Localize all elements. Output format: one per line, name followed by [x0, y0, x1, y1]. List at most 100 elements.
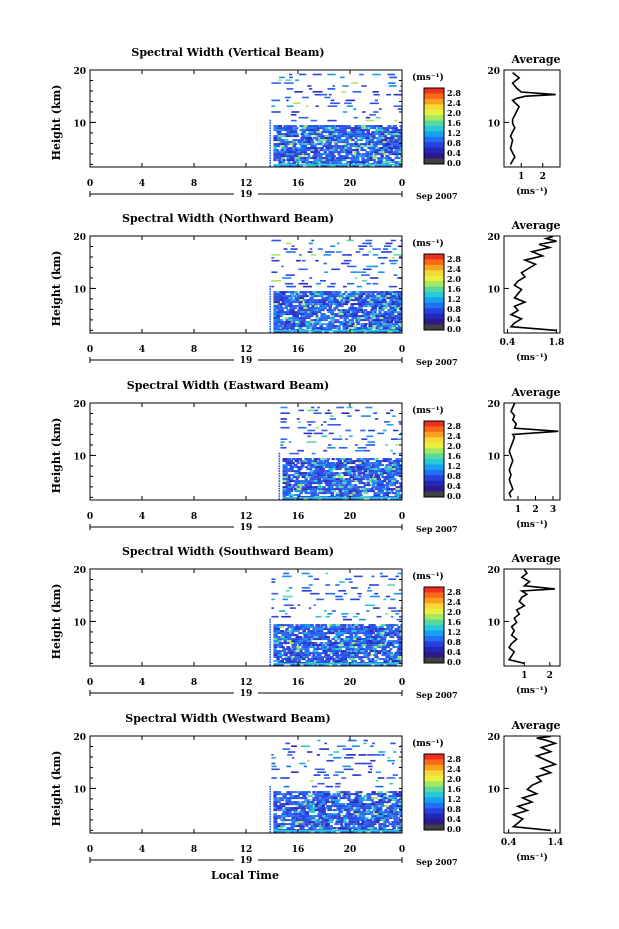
y-axis-label: Height (km)	[50, 251, 63, 327]
colorbar-swatch	[424, 308, 444, 315]
x-tick-label: 20	[344, 345, 357, 355]
x-tick-label: 20	[344, 678, 357, 688]
profile-y-tick: 10	[487, 618, 500, 628]
x-tick-label: 0	[87, 345, 93, 355]
x-tick-label: 0	[399, 345, 405, 355]
colorbar-tick-label: 0.8	[447, 138, 461, 148]
colorbar-swatch	[424, 592, 444, 599]
profile-y-tick: 10	[487, 285, 500, 295]
x-tick-label: 8	[191, 179, 197, 189]
colorbar-tick-label: 0.8	[447, 637, 461, 647]
colorbar-swatch	[424, 302, 444, 309]
colorbar-swatch	[424, 781, 444, 787]
colorbar-tick-label: 0.0	[447, 491, 461, 501]
y-tick-label: 20	[73, 400, 86, 410]
profile-title: Average	[510, 552, 560, 565]
profile-x-tick: 3	[550, 505, 556, 515]
colorbar-swatch	[424, 469, 444, 476]
colorbar-unit: (ms⁻¹)	[412, 405, 444, 416]
colorbar-tick-label: 2.0	[447, 274, 461, 284]
colorbar-tick-label: 0.4	[447, 314, 461, 324]
panel-title: Spectral Width (Northward Beam)	[122, 212, 334, 225]
colorbar-swatch	[424, 431, 444, 438]
colorbar-tick-label: 0.0	[447, 657, 461, 667]
colorbar-swatch	[424, 115, 444, 121]
profile-x-tick: 1.8	[549, 338, 565, 348]
y-tick-label: 10	[73, 785, 86, 795]
colorbar-swatch	[424, 635, 444, 642]
colorbar-swatch	[424, 819, 444, 825]
x-tick-label: 0	[399, 512, 405, 522]
colorbar-swatch	[424, 797, 444, 804]
colorbar-frame	[423, 253, 445, 331]
profile-y-tick: 10	[487, 119, 500, 129]
colorbar-swatch	[424, 641, 444, 648]
colorbar-swatch	[424, 292, 444, 298]
y-tick-label: 20	[73, 67, 86, 77]
colorbar-tick-label: 2.4	[447, 264, 461, 274]
colorbar-unit: (ms⁻¹)	[412, 738, 444, 749]
colorbar-swatch	[424, 786, 444, 793]
colorbar-unit: (ms⁻¹)	[412, 571, 444, 582]
panel-title: Spectral Width (Eastward Beam)	[127, 379, 329, 392]
x-tick-label: 4	[139, 678, 145, 688]
x-tick-label: 4	[139, 845, 145, 855]
profile-y-tick: 20	[487, 400, 500, 410]
day-label: 19	[240, 856, 253, 866]
colorbar-tick-label: 0.8	[447, 804, 461, 814]
colorbar-swatch	[424, 421, 444, 427]
profile-line	[508, 403, 559, 498]
colorbar-swatch	[424, 142, 444, 149]
profile-x-tick: 1.4	[547, 838, 563, 848]
x-tick-label: 8	[191, 345, 197, 355]
y-axis-label: Height (km)	[50, 418, 63, 494]
colorbar-swatch	[424, 270, 444, 277]
panel-title: Spectral Width (Vertical Beam)	[131, 46, 324, 59]
panel-1: Spectral Width (Vertical Beam) Height (km…	[50, 46, 561, 201]
colorbar-tick-label: 2.8	[447, 254, 461, 264]
colorbar-tick-label: 1.6	[447, 118, 461, 128]
x-tick-label: 0	[87, 512, 93, 522]
profile-title: Average	[510, 719, 560, 732]
profile-y-tick: 20	[487, 566, 500, 576]
colorbar-swatch	[424, 104, 444, 111]
colorbar-swatch	[424, 264, 444, 271]
x-tick-label: 20	[344, 512, 357, 522]
day-label: 19	[240, 523, 253, 533]
colorbar-swatch	[424, 608, 444, 615]
colorbar-tick-label: 2.8	[447, 754, 461, 764]
colorbar-swatch	[424, 442, 444, 449]
x-tick-label: 16	[292, 345, 305, 355]
colorbar-tick-label: 0.8	[447, 471, 461, 481]
colorbar-swatch	[424, 486, 444, 492]
profile-xlabel: (ms⁻¹)	[516, 519, 548, 530]
colorbar-swatch	[424, 652, 444, 658]
profile-y-tick: 20	[487, 733, 500, 743]
y-tick-label: 20	[73, 733, 86, 743]
colorbar-tick-label: 1.6	[447, 784, 461, 794]
colorbar-swatch	[424, 437, 444, 444]
profile-frame	[503, 568, 561, 667]
profile-y-tick: 10	[487, 785, 500, 795]
profile-x-tick: 2	[547, 671, 553, 681]
colorbar-swatch	[424, 464, 444, 471]
date-label: Sep 2007	[416, 524, 458, 534]
profile-x-tick: 1	[515, 505, 521, 515]
y-axis-label: Height (km)	[50, 584, 63, 660]
profile-title: Average	[510, 386, 560, 399]
profile-x-tick: 0.4	[500, 338, 516, 348]
profile-x-tick: 1	[521, 671, 527, 681]
x-tick-label: 0	[87, 179, 93, 189]
x-tick-label: 20	[344, 179, 357, 189]
profile-xlabel: (ms⁻¹)	[516, 352, 548, 363]
x-tick-label: 0	[399, 845, 405, 855]
panel-title: Spectral Width (Westward Beam)	[125, 712, 330, 725]
colorbar-swatch	[424, 813, 444, 820]
colorbar-swatch	[424, 297, 444, 304]
colorbar-swatch	[424, 754, 444, 760]
colorbar-swatch	[424, 131, 444, 138]
colorbar-frame	[423, 586, 445, 664]
colorbar-swatch	[424, 646, 444, 653]
profile-x-tick: 2	[540, 172, 546, 182]
